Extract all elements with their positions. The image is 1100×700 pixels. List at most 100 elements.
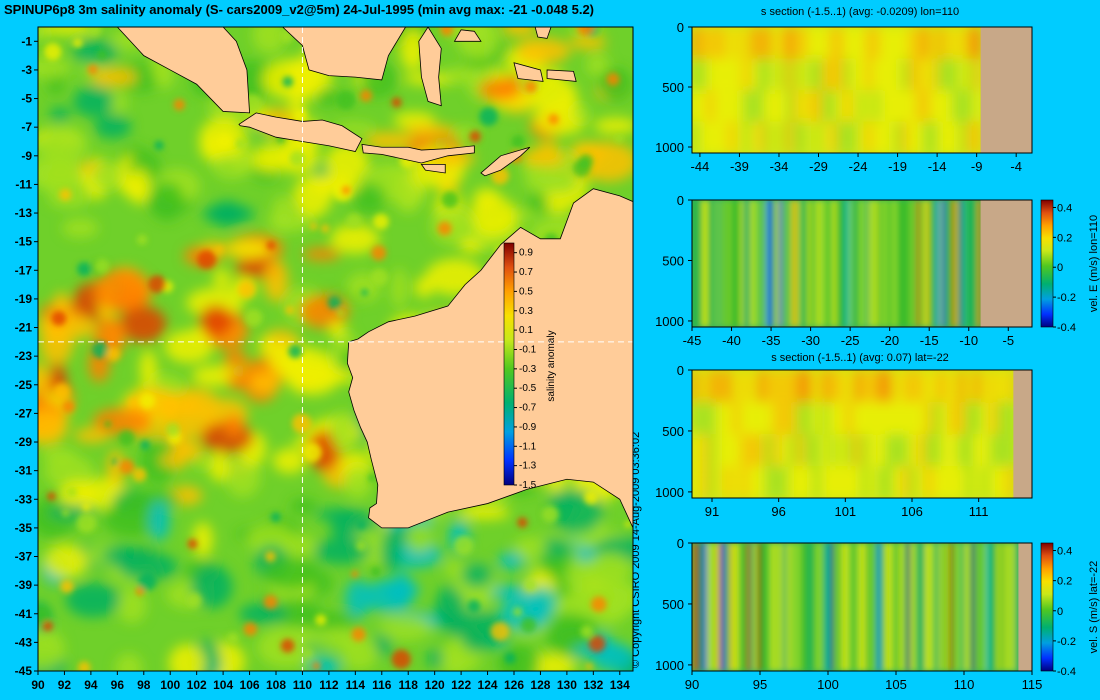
colorbar-tick-label: 0 <box>1057 606 1063 618</box>
salinity-cell <box>720 90 730 123</box>
salinity-cell <box>997 402 1007 435</box>
salinity-cell <box>749 121 758 153</box>
field-patch <box>289 498 318 514</box>
salinity-cell <box>857 58 867 91</box>
field-eddy <box>42 620 54 632</box>
velocity-column <box>887 200 892 327</box>
field-eddy <box>588 635 606 653</box>
section-xtick-label: -4 <box>1010 159 1022 174</box>
velocity-column <box>858 543 864 671</box>
salinity-cell <box>843 90 852 123</box>
field-eddy <box>336 90 356 110</box>
map-xtick-label: 114 <box>346 678 366 692</box>
salinity-cell <box>997 434 1007 467</box>
map-ytick-label: -5 <box>21 92 32 106</box>
colorbar-tick-label: -0.2 <box>1057 636 1076 648</box>
field-patch <box>515 37 571 64</box>
section-land <box>980 200 1032 327</box>
velocity-column <box>826 543 831 671</box>
salinity-cell <box>836 121 845 153</box>
map-xtick-label: 132 <box>583 678 603 692</box>
salinity-cell <box>900 370 910 403</box>
salinity-cell <box>933 466 943 498</box>
field-patch <box>93 269 153 313</box>
salinity-cell <box>884 402 894 435</box>
field-eddy <box>367 473 377 482</box>
field-patch <box>209 451 229 482</box>
vel-s-lat-22-colorbar <box>1040 542 1054 672</box>
salinity-cell <box>740 466 750 498</box>
velocity-column <box>954 200 960 327</box>
salinity-cell <box>843 27 852 60</box>
map-ytick-label: -25 <box>15 378 33 392</box>
field-patch <box>238 603 288 625</box>
salinity-cell <box>756 370 766 403</box>
salinity-cell <box>894 121 903 153</box>
field-eddy <box>606 72 620 86</box>
salinity-cell <box>997 466 1007 498</box>
salinity-cell <box>965 370 975 403</box>
map-xtick-label: 90 <box>31 678 45 692</box>
colorbar-tick-label: -0.4 <box>1057 322 1076 334</box>
section-xtick-label: -30 <box>801 333 820 348</box>
field-eddy <box>437 221 452 236</box>
salinity-cell <box>865 121 874 153</box>
field-eddy <box>580 625 594 639</box>
salinity-cell <box>850 58 859 91</box>
velocity-column <box>910 200 915 327</box>
velocity-column <box>778 200 783 327</box>
salinity-cell <box>749 58 758 91</box>
velocity-column <box>823 200 828 327</box>
timor-land <box>480 146 531 177</box>
field-eddy <box>524 579 537 592</box>
velocity-column <box>855 543 860 671</box>
velocity-column <box>692 200 697 327</box>
section-land <box>980 27 1032 153</box>
velocity-column <box>945 200 950 327</box>
section-xtick-label: -15 <box>920 333 939 348</box>
salinity-cell <box>828 434 838 467</box>
velocity-column <box>938 543 944 671</box>
field-eddy <box>227 632 239 644</box>
salinity-cell <box>852 434 862 467</box>
field-patch <box>186 288 244 318</box>
salinity-cell <box>973 90 982 123</box>
section-xtick-label: -24 <box>849 159 868 174</box>
salinity-cell <box>973 121 982 153</box>
salinity-cell <box>894 27 903 60</box>
salinity-cell <box>908 466 918 498</box>
salinity-cell <box>772 402 782 435</box>
salinity-cell <box>785 121 795 153</box>
salinity-cell <box>879 58 888 91</box>
salinity-cell <box>924 370 934 403</box>
section-ytick-label: 500 <box>662 424 684 439</box>
field-eddy <box>310 222 318 230</box>
field-patch <box>439 66 496 84</box>
field-patch <box>414 276 434 299</box>
salinity-cell <box>800 90 809 123</box>
field-eddy <box>76 512 97 533</box>
salinity-cell <box>872 58 881 91</box>
salinity-cell <box>949 370 959 403</box>
section-xtick-label: -20 <box>880 333 899 348</box>
section-land <box>1018 543 1032 671</box>
field-patch <box>109 91 128 113</box>
field-eddy <box>441 191 459 209</box>
salinity-cell <box>756 27 766 60</box>
salinity-cell <box>860 370 870 403</box>
salinity-cell <box>785 90 795 123</box>
section-xtick-label: -14 <box>928 159 947 174</box>
velocity-column <box>736 200 742 327</box>
velocity-column <box>895 543 900 671</box>
field-patch <box>271 195 294 234</box>
salinity-cell <box>901 121 910 153</box>
section-xtick-label: 105 <box>885 677 907 692</box>
field-patch <box>293 175 332 218</box>
salinity-cell <box>780 434 790 467</box>
salinity-cell <box>1005 402 1015 435</box>
salinity-cell <box>728 121 737 153</box>
velocity-column <box>695 200 700 327</box>
salinity-cell <box>748 402 758 435</box>
section-title-lon: s section (-1.5..1) (avg: -0.0209) lon=1… <box>760 6 960 18</box>
map-xtick-label: 130 <box>557 678 577 692</box>
